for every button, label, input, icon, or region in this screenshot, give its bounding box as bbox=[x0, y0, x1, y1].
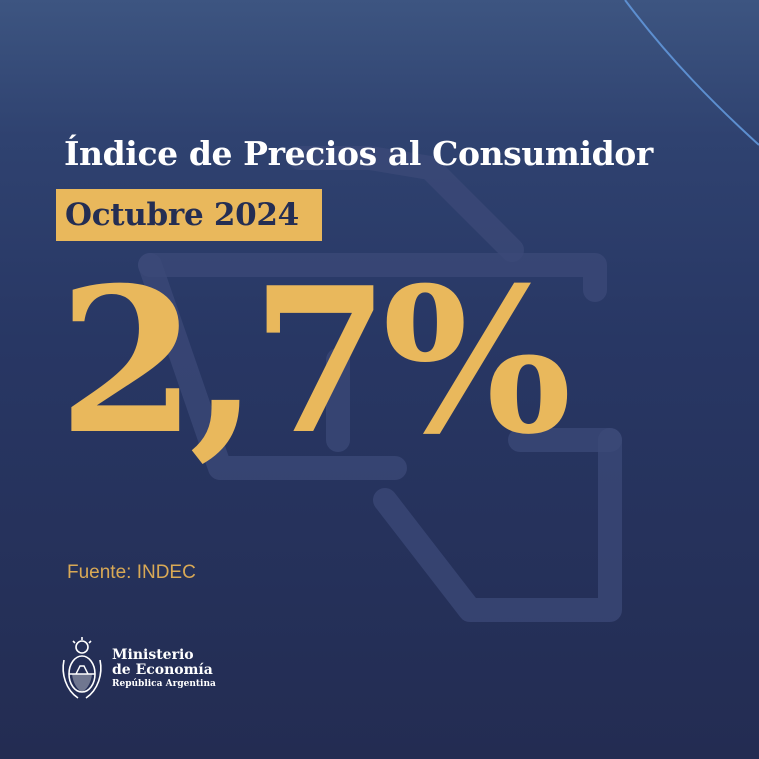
coat-of-arms-icon bbox=[62, 637, 102, 699]
ministry-logo: Ministerio de Economía República Argenti… bbox=[60, 636, 216, 702]
ministry-name: Ministerio de Economía República Argenti… bbox=[112, 646, 216, 691]
ministry-line-1: Ministerio bbox=[112, 646, 194, 663]
inflation-value: 2,7% bbox=[58, 244, 572, 479]
period-label: Octubre 2024 bbox=[56, 189, 322, 241]
country-name: República Argentina bbox=[112, 678, 216, 689]
source-label: Fuente: INDEC bbox=[67, 562, 196, 583]
page-title: Índice de Precios al Consumidor bbox=[64, 134, 653, 173]
ministry-line-2: de Economía bbox=[112, 661, 213, 678]
